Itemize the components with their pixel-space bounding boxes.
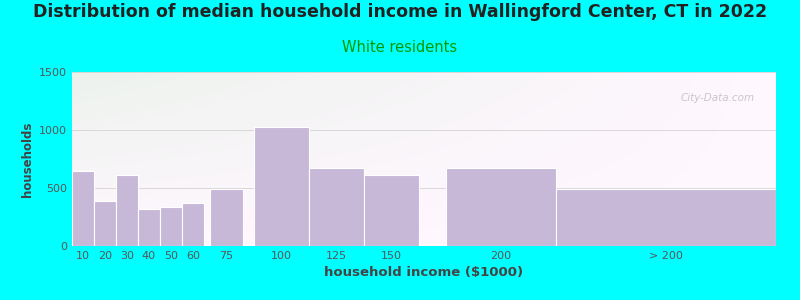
Text: City-Data.com: City-Data.com [681, 93, 755, 103]
Text: White residents: White residents [342, 40, 458, 56]
Bar [94, 201, 116, 246]
Bar [210, 189, 242, 246]
Bar [446, 168, 556, 246]
Bar [363, 175, 418, 246]
X-axis label: household income ($1000): household income ($1000) [325, 266, 523, 279]
Bar [138, 209, 160, 246]
Bar [72, 171, 94, 246]
Y-axis label: households: households [21, 121, 34, 197]
Bar [182, 202, 204, 246]
Bar [160, 207, 182, 246]
Bar [556, 189, 776, 246]
Bar [309, 168, 363, 246]
Bar [254, 127, 309, 246]
Bar [116, 175, 138, 246]
Text: Distribution of median household income in Wallingford Center, CT in 2022: Distribution of median household income … [33, 3, 767, 21]
